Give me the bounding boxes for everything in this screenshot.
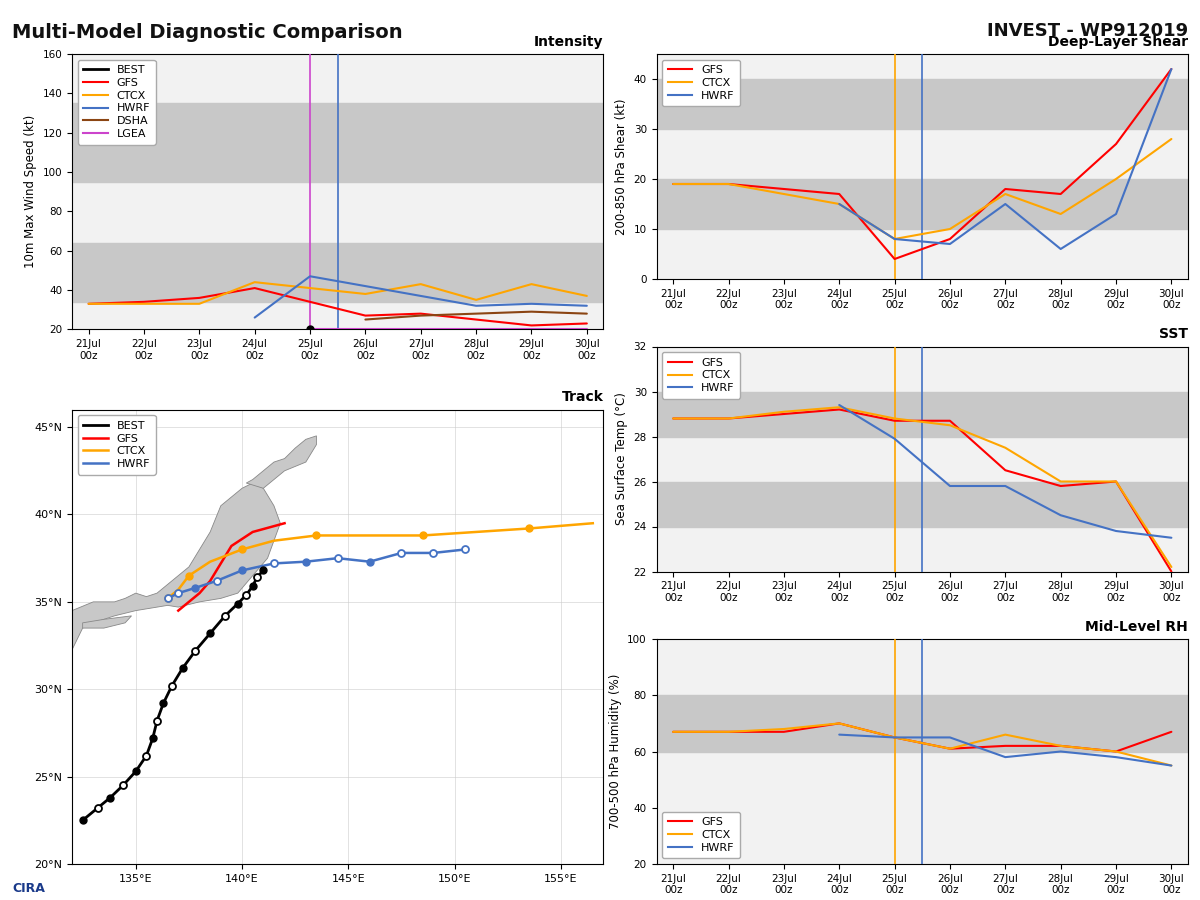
Y-axis label: 700-500 hPa Humidity (%): 700-500 hPa Humidity (%) (608, 674, 622, 829)
Bar (656, 482, 1188, 526)
Legend: GFS, CTCX, HWRF: GFS, CTCX, HWRF (662, 59, 740, 106)
Text: Mid-Level RH: Mid-Level RH (1085, 620, 1188, 634)
Polygon shape (30, 628, 72, 654)
Bar (72, 104, 604, 182)
Bar (656, 79, 1188, 129)
Polygon shape (83, 616, 132, 628)
Text: Multi-Model Diagnostic Comparison: Multi-Model Diagnostic Comparison (12, 22, 403, 41)
Bar (656, 179, 1188, 229)
Polygon shape (246, 436, 317, 489)
Legend: BEST, GFS, CTCX, HWRF, DSHA, LGEA: BEST, GFS, CTCX, HWRF, DSHA, LGEA (78, 59, 156, 145)
Text: Intensity: Intensity (534, 35, 604, 49)
Y-axis label: 10m Max Wind Speed (kt): 10m Max Wind Speed (kt) (24, 115, 37, 268)
Text: INVEST - WP912019: INVEST - WP912019 (986, 22, 1188, 40)
Text: Deep-Layer Shear: Deep-Layer Shear (1048, 35, 1188, 49)
Bar (72, 243, 604, 302)
Polygon shape (0, 489, 19, 610)
Y-axis label: 200-850 hPa Shear (kt): 200-850 hPa Shear (kt) (616, 98, 628, 235)
Bar (656, 392, 1188, 436)
Bar (656, 695, 1188, 752)
Text: Track: Track (562, 391, 604, 404)
Text: SST: SST (1159, 328, 1188, 341)
Text: CIRA: CIRA (12, 883, 44, 896)
Polygon shape (30, 483, 281, 671)
Legend: GFS, CTCX, HWRF: GFS, CTCX, HWRF (662, 812, 740, 859)
Y-axis label: Sea Surface Temp (°C): Sea Surface Temp (°C) (616, 392, 628, 526)
Legend: BEST, GFS, CTCX, HWRF: BEST, GFS, CTCX, HWRF (78, 415, 156, 474)
Legend: GFS, CTCX, HWRF: GFS, CTCX, HWRF (662, 352, 740, 399)
